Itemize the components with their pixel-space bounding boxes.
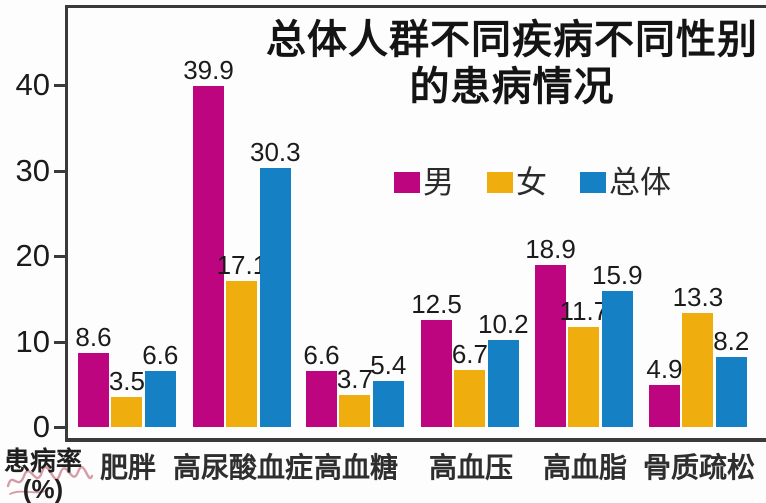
category-label-骨质疏松: 骨质疏松 <box>642 452 755 483</box>
bar-value-女-高尿酸血症: 17.1 <box>216 249 268 280</box>
bar-总体-高尿酸血症 <box>259 167 291 427</box>
chart-title-line-1: 总体人群不同疾病不同性别 <box>266 17 758 62</box>
bar-总体-高血脂 <box>601 291 633 427</box>
red-watermark-scribble <box>6 465 94 495</box>
bar-男-高血脂 <box>535 265 566 427</box>
bar-总体-高血压 <box>487 339 519 427</box>
legend: 男 女 总体 <box>394 167 671 198</box>
bar-value-女-高血脂: 11.7 <box>559 295 609 326</box>
bar-女-高血脂 <box>568 326 600 427</box>
legend-swatch-总体 <box>580 172 606 193</box>
y-tick-label-20: 20 <box>15 238 50 273</box>
plot-area <box>65 5 766 442</box>
y-tick-label-10: 10 <box>15 323 50 359</box>
legend-label-女: 女 <box>516 165 547 200</box>
bar-value-男-高血糖: 6.6 <box>303 339 340 370</box>
bar-value-女-骨质疏松: 13.3 <box>672 282 724 313</box>
bar-女-高尿酸血症 <box>226 280 258 427</box>
y-tick-mark-20 <box>54 255 65 258</box>
bar-总体-肥胖 <box>144 370 176 427</box>
legend-item-女: 女 <box>487 167 547 198</box>
bar-男-肥胖 <box>78 353 109 427</box>
bar-总体-骨质疏松 <box>715 356 747 427</box>
bar-value-男-高尿酸血症: 39.9 <box>183 54 234 85</box>
y-tick-mark-30 <box>54 169 65 173</box>
bar-男-高血糖 <box>306 370 337 427</box>
y-tick-label-0: 0 <box>32 409 50 444</box>
bar-总体-高血糖 <box>372 380 404 427</box>
bar-value-总体-高尿酸血症: 30.3 <box>249 136 301 167</box>
y-tick-mark-0 <box>54 426 65 429</box>
category-label-高血压: 高血压 <box>428 452 513 483</box>
y-axis-title-line-2: (%) <box>22 474 64 503</box>
y-axis-title-line-1: 患病率 <box>3 446 82 476</box>
bar-value-总体-肥胖: 6.6 <box>142 339 179 370</box>
bar-value-女-肥胖: 3.5 <box>108 366 145 397</box>
y-tick-label-40: 40 <box>15 67 50 102</box>
category-label-肥胖: 肥胖 <box>99 452 156 483</box>
bar-value-男-骨质疏松: 4.9 <box>646 354 683 385</box>
bar-女-骨质疏松 <box>682 313 714 427</box>
category-label-高尿酸血症: 高尿酸血症 <box>172 452 313 483</box>
y-axis-title: 患病率 (%) <box>0 447 86 503</box>
legend-swatch-女 <box>487 172 513 193</box>
bar-男-高尿酸血症 <box>193 85 224 427</box>
bar-男-骨质疏松 <box>649 385 680 427</box>
bar-value-总体-高血压: 10.2 <box>477 308 529 339</box>
bar-value-总体-高血脂: 15.9 <box>591 260 643 291</box>
legend-label-总体: 总体 <box>609 165 671 200</box>
bar-value-女-高血压: 6.7 <box>451 338 488 369</box>
bar-value-男-高血压: 12.5 <box>411 289 462 320</box>
legend-item-总体: 总体 <box>580 167 671 198</box>
bar-value-总体-高血糖: 5.4 <box>370 349 407 380</box>
y-tick-mark-40 <box>54 84 65 87</box>
bar-男-高血压 <box>421 320 452 427</box>
chart-title: 总体人群不同疾病不同性别 的患病情况 <box>262 16 762 110</box>
bar-value-男-肥胖: 8.6 <box>75 322 112 353</box>
y-tick-mark-10 <box>54 340 65 344</box>
bar-女-高血糖 <box>339 395 371 427</box>
category-label-高血脂: 高血脂 <box>542 452 627 483</box>
legend-swatch-男 <box>394 172 420 193</box>
chart-title-line-2: 的患病情况 <box>409 64 615 109</box>
legend-label-男: 男 <box>423 165 454 200</box>
bar-value-男-高血脂: 18.9 <box>525 234 576 265</box>
category-label-高血糖: 高血糖 <box>313 452 398 483</box>
bar-value-总体-骨质疏松: 8.2 <box>713 325 750 356</box>
legend-item-男: 男 <box>394 167 454 198</box>
bar-女-高血压 <box>454 369 486 427</box>
bar-value-女-高血糖: 3.7 <box>336 364 373 395</box>
y-tick-label-30: 30 <box>15 152 50 188</box>
bar-女-肥胖 <box>111 397 143 427</box>
